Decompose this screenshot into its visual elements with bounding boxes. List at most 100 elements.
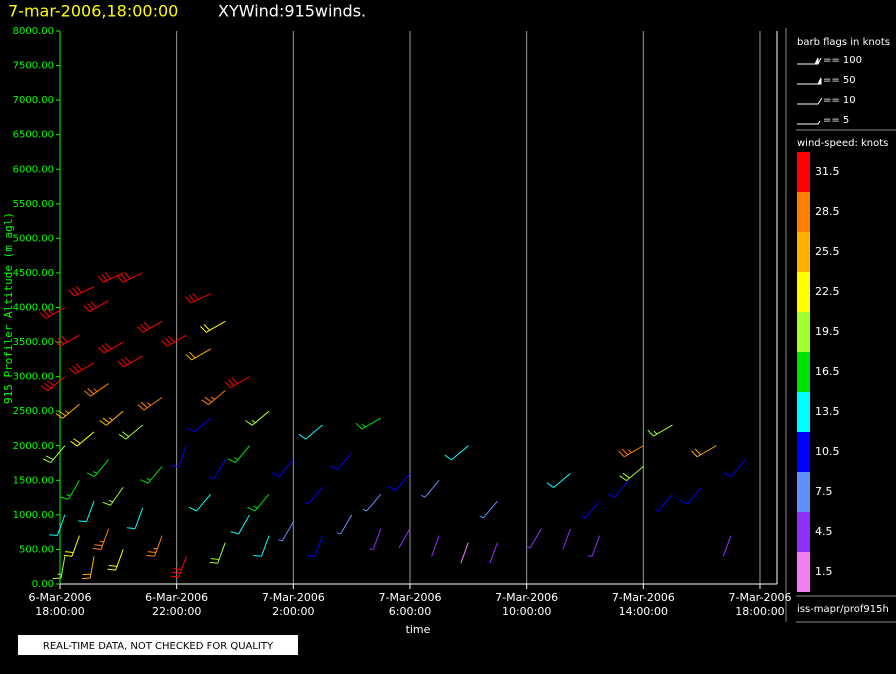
wind-barb [49, 514, 66, 537]
wind-barb [68, 362, 95, 375]
y-tick-label: 6000.00 [13, 164, 54, 175]
color-legend-label: 10.5 [815, 445, 840, 458]
wind-barb [606, 479, 630, 498]
wind-barb [278, 521, 294, 542]
wind-barb [39, 307, 66, 319]
color-swatch [797, 352, 810, 392]
color-legend-label: 7.5 [815, 485, 833, 498]
color-swatch [797, 552, 810, 592]
wind-barb [54, 334, 80, 347]
wind-barb [84, 383, 109, 397]
wind-barb [362, 493, 382, 512]
wind-barb [489, 542, 498, 564]
wind-barb [227, 445, 250, 464]
wind-barb [460, 542, 469, 564]
wind-barb [369, 528, 382, 550]
wind-barb [306, 535, 323, 557]
y-tick-label: 1000.00 [13, 510, 54, 521]
wind-barb [431, 535, 440, 557]
wind-barb [581, 500, 600, 519]
wind-barb [253, 535, 270, 557]
wind-barb [421, 479, 440, 498]
wind-barb [60, 480, 80, 500]
color-legend-label: 13.5 [815, 405, 840, 418]
wind-barb [136, 320, 163, 333]
wind-barb [209, 542, 226, 564]
barb-legend-samples [797, 57, 823, 125]
wind-barb [444, 445, 469, 461]
y-tick-label: 5000.00 [13, 233, 54, 244]
wind-barb [188, 493, 212, 512]
wind-barb [618, 445, 644, 458]
wind-barb [304, 486, 323, 505]
wind-barb [99, 410, 124, 426]
x-tick-label: 7-Mar-2006 [612, 591, 675, 604]
wind-barb [562, 528, 571, 550]
wind-barb [355, 417, 382, 430]
barb-legend-entry: == 10 [823, 95, 856, 106]
y-tick-label: 4000.00 [13, 303, 54, 314]
color-legend-label: 19.5 [815, 325, 840, 338]
y-tick-label: 2500.00 [13, 406, 54, 417]
wind-barb [43, 445, 66, 464]
wind-barb [185, 292, 211, 304]
color-swatch [797, 432, 810, 472]
x-tick-label: 22:00:00 [152, 605, 201, 618]
wind-barb [298, 424, 323, 440]
wind-barb [388, 473, 411, 491]
wind-barb [679, 486, 703, 505]
wind-barb [479, 500, 498, 519]
wind-barb [329, 452, 353, 470]
wind-barb [118, 424, 143, 440]
barb-legend-entry: == 5 [823, 115, 849, 126]
color-legend-label: 22.5 [815, 285, 840, 298]
color-swatch [797, 232, 810, 272]
x-tick-label: 6:00:00 [389, 605, 431, 618]
x-tick-label: 10:00:00 [502, 605, 551, 618]
x-tick-label: 2:00:00 [272, 605, 314, 618]
y-tick-label: 500.00 [19, 544, 54, 555]
wind-barb [247, 493, 270, 512]
x-tick-label: 7-Mar-2006 [495, 591, 558, 604]
wind-barb [98, 341, 124, 354]
y-tick-label: 7000.00 [13, 95, 54, 106]
wind-barb [107, 549, 124, 571]
color-swatch [797, 392, 810, 432]
color-legend-label: 28.5 [815, 205, 840, 218]
wind-barb [271, 459, 294, 477]
wind-barb [619, 466, 644, 482]
wind-barb [161, 334, 187, 347]
wind-barb [137, 396, 163, 411]
color-legend-label: 4.5 [815, 525, 833, 538]
color-swatch [797, 192, 810, 232]
source: iss-mapr/prof915h [797, 604, 889, 615]
wind-barb [647, 424, 673, 437]
wind-barb [546, 473, 571, 488]
x-tick-label: 6-Mar-2006 [145, 591, 208, 604]
wind-barb [185, 348, 211, 361]
wind-barb [52, 556, 66, 580]
wind-barb [186, 417, 212, 433]
color-swatch [797, 272, 810, 312]
barb-legend-entry: == 50 [823, 75, 856, 86]
color-legend-label: 25.5 [815, 245, 840, 258]
color-swatch [797, 312, 810, 352]
wind-barb [200, 320, 226, 333]
y-tick-label: 4500.00 [13, 268, 54, 279]
wind-barb [230, 514, 251, 535]
y-tick-label: 7500.00 [13, 61, 54, 72]
wind-barb [210, 459, 226, 480]
wind-barb [224, 376, 250, 389]
y-tick-label: 2000.00 [13, 441, 54, 452]
wind-barb [126, 507, 144, 530]
note: REAL-TIME DATA, NOT CHECKED FOR QUALITY [43, 641, 274, 652]
color-legend-title: wind-speed: knots [797, 138, 888, 149]
wind-barb [86, 459, 109, 477]
color-legend-label: 16.5 [815, 365, 840, 378]
y-tick-label: 3000.00 [13, 372, 54, 383]
wind-barb [97, 272, 124, 283]
wind-barb [70, 431, 95, 447]
color-swatch [797, 152, 810, 192]
wind-barb [722, 535, 732, 557]
